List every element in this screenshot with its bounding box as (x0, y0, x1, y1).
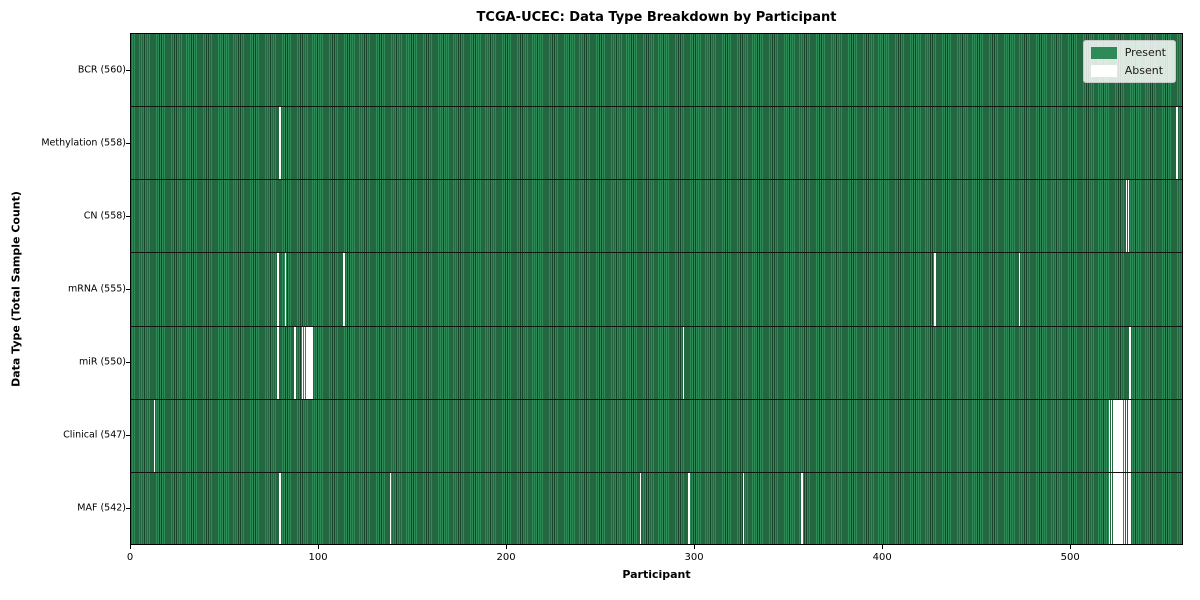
heatmap-row-clinical (131, 399, 1182, 473)
absent-mark (303, 326, 306, 399)
y-tick (126, 508, 130, 510)
absent-mark (307, 326, 309, 399)
legend-label: Present (1124, 46, 1166, 59)
absent-mark (1112, 399, 1115, 472)
heatmap-row-bcr (131, 34, 1182, 108)
absent-mark (1129, 472, 1131, 544)
absent-mark (1120, 472, 1122, 544)
heatmap-row-mir (131, 326, 1182, 400)
absent-mark (279, 472, 281, 544)
x-tick-label: 500 (1060, 552, 1080, 563)
absent-mark (389, 472, 392, 544)
y-tick-label-mrna: mRNA (555) (67, 283, 126, 295)
legend-entry-absent: Absent (1090, 64, 1166, 77)
absent-mark (1127, 399, 1130, 472)
absent-mark (1110, 399, 1113, 472)
absent-mark (688, 472, 690, 544)
absent-mark (1129, 326, 1131, 399)
y-tick-label-methylation: Methylation (558) (41, 137, 126, 149)
y-tick-label-maf: MAF (542) (77, 502, 126, 514)
x-tick (694, 545, 696, 549)
absent-mark (1018, 253, 1021, 326)
x-tick (506, 545, 508, 549)
x-tick-label: 200 (496, 552, 516, 563)
absent-mark (1127, 472, 1130, 544)
chart-title: TCGA-UCEC: Data Type Breakdown by Partic… (476, 10, 837, 25)
absent-mark (284, 253, 287, 326)
y-tick (126, 435, 130, 437)
absent-mark (309, 326, 311, 399)
x-tick-label: 300 (684, 552, 704, 563)
legend-entry-present: Present (1090, 46, 1166, 59)
absent-mark (1114, 472, 1116, 544)
plot-area: Present Absent (130, 33, 1183, 545)
absent-mark (1120, 399, 1122, 472)
absent-mark (1114, 399, 1116, 472)
absent-mark (343, 253, 345, 326)
heatmap-row-methylation (131, 107, 1182, 181)
absent-mark (1116, 472, 1118, 544)
x-tick (318, 545, 320, 549)
heatmap-row-mrna (131, 253, 1182, 327)
y-tick (126, 142, 130, 144)
y-tick-label-bcr: BCR (560) (77, 64, 126, 76)
absent-mark (639, 472, 642, 544)
absent-mark (279, 107, 281, 180)
absent-mark (1118, 399, 1120, 472)
absent-mark (311, 326, 313, 399)
absent-mark (801, 472, 803, 544)
x-tick (882, 545, 884, 549)
x-tick-label: 0 (126, 552, 134, 563)
absent-mark (1125, 399, 1128, 472)
absent-mark (742, 472, 745, 544)
y-tick (126, 215, 130, 217)
legend-swatch-absent (1090, 64, 1117, 77)
y-tick-label-clinical: Clinical (547) (63, 429, 126, 441)
absent-mark (934, 253, 936, 326)
absent-mark (277, 326, 279, 399)
absent-mark (1116, 399, 1118, 472)
absent-mark (1108, 399, 1111, 472)
absent-mark (1108, 472, 1111, 544)
heatmap-row-cn (131, 180, 1182, 254)
absent-mark (301, 326, 304, 399)
y-tick-label-mir: miR (550) (78, 356, 126, 368)
legend: Present Absent (1082, 40, 1176, 83)
x-tick (1070, 545, 1072, 549)
absent-mark (1118, 472, 1120, 544)
x-axis-label: Participant (622, 568, 691, 581)
y-tick (126, 362, 130, 364)
y-tick-label-cn: CN (558) (83, 210, 126, 222)
absent-mark (1123, 472, 1126, 544)
absent-mark (682, 326, 685, 399)
absent-mark (277, 253, 279, 326)
absent-mark (305, 326, 308, 399)
absent-mark (1121, 399, 1124, 472)
absent-mark (1129, 399, 1131, 472)
absent-mark (1110, 472, 1113, 544)
x-tick-label: 400 (872, 552, 892, 563)
y-tick (126, 289, 130, 290)
absent-mark (294, 326, 296, 399)
absent-mark (1121, 472, 1124, 544)
heatmap-row-maf (131, 472, 1182, 544)
absent-mark (1125, 180, 1128, 253)
x-tick-label: 100 (308, 552, 328, 563)
absent-mark (1127, 180, 1130, 253)
legend-swatch-present (1090, 46, 1117, 59)
absent-mark (1176, 107, 1178, 180)
absent-mark (1112, 472, 1115, 544)
x-tick (130, 545, 131, 549)
y-tick (126, 69, 130, 71)
absent-mark (153, 399, 156, 472)
absent-mark (1125, 472, 1128, 544)
absent-mark (1123, 399, 1126, 472)
legend-label: Absent (1124, 64, 1164, 77)
